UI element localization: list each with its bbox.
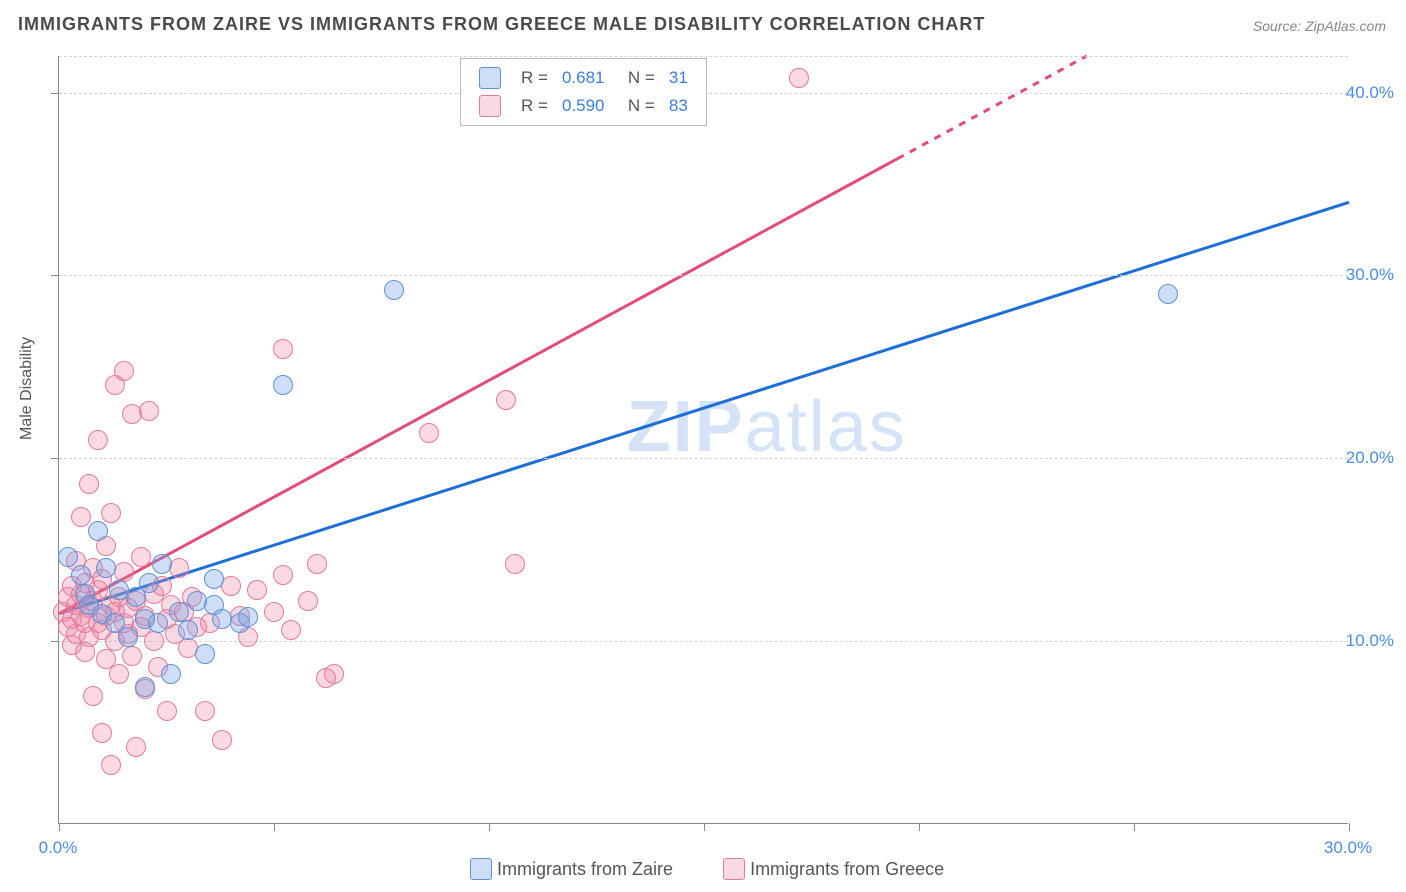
x-tick <box>1134 823 1135 831</box>
point-zaire <box>148 613 168 633</box>
point-greece <box>505 554 525 574</box>
point-zaire <box>204 569 224 589</box>
trendline-greece-extrap <box>898 56 1087 159</box>
series-legend-item: Immigrants from Zaire <box>470 858 673 878</box>
point-greece <box>139 401 159 421</box>
y-tick-label: 20.0% <box>1346 448 1394 468</box>
x-tick <box>59 823 60 831</box>
legend-swatch <box>479 95 501 117</box>
chart-plot-area: ZIPatlas <box>58 56 1348 824</box>
point-greece <box>273 565 293 585</box>
point-zaire <box>58 547 78 567</box>
point-greece <box>273 339 293 359</box>
point-zaire <box>273 375 293 395</box>
correlation-legend-table: R =0.681 N =31R =0.590 N =83 <box>471 63 696 121</box>
trend-lines-layer <box>59 56 1348 823</box>
point-greece <box>122 646 142 666</box>
point-zaire <box>195 644 215 664</box>
point-greece <box>101 503 121 523</box>
point-greece <box>247 580 267 600</box>
legend-swatch <box>479 67 501 89</box>
point-zaire <box>71 565 91 585</box>
point-greece <box>101 755 121 775</box>
point-greece <box>92 723 112 743</box>
point-zaire <box>1158 284 1178 304</box>
point-zaire <box>118 627 138 647</box>
point-zaire <box>88 521 108 541</box>
legend-n-label: N = <box>612 65 660 91</box>
x-tick <box>704 823 705 831</box>
point-zaire <box>161 664 181 684</box>
gridline-horizontal <box>59 275 1348 276</box>
point-greece <box>298 591 318 611</box>
legend-swatch <box>723 858 745 880</box>
point-greece <box>131 547 151 567</box>
x-tick <box>1349 823 1350 831</box>
y-tick-label: 10.0% <box>1346 631 1394 651</box>
point-greece <box>419 423 439 443</box>
source-attribution: Source: ZipAtlas.com <box>1253 18 1386 34</box>
point-greece <box>88 430 108 450</box>
point-greece <box>496 390 516 410</box>
x-tick <box>274 823 275 831</box>
point-greece <box>169 558 189 578</box>
y-tick <box>51 275 59 276</box>
x-tick <box>489 823 490 831</box>
point-zaire <box>96 558 116 578</box>
correlation-legend: R =0.681 N =31R =0.590 N =83 <box>460 58 707 126</box>
legend-row: R =0.590 N =83 <box>473 93 694 119</box>
point-zaire <box>139 573 159 593</box>
legend-r-label: R = <box>515 65 554 91</box>
y-tick <box>51 93 59 94</box>
series-legend: Immigrants from Zaire Immigrants from Gr… <box>470 858 994 880</box>
legend-n-label: N = <box>612 93 660 119</box>
gridline-horizontal <box>59 56 1348 57</box>
x-tick-label: 0.0% <box>39 838 78 858</box>
legend-r-value: 0.590 <box>556 93 611 119</box>
point-greece <box>221 576 241 596</box>
point-greece <box>157 701 177 721</box>
point-greece <box>324 664 344 684</box>
point-zaire <box>152 554 172 574</box>
point-greece <box>109 664 129 684</box>
point-greece <box>114 562 134 582</box>
point-greece <box>264 602 284 622</box>
y-tick-label: 40.0% <box>1346 83 1394 103</box>
series-legend-label: Immigrants from Zaire <box>497 859 673 879</box>
y-tick <box>51 641 59 642</box>
point-greece <box>71 507 91 527</box>
point-greece <box>281 620 301 640</box>
point-greece <box>789 68 809 88</box>
point-greece <box>195 701 215 721</box>
y-tick-label: 30.0% <box>1346 265 1394 285</box>
y-tick <box>51 458 59 459</box>
point-greece <box>212 730 232 750</box>
chart-title: IMMIGRANTS FROM ZAIRE VS IMMIGRANTS FROM… <box>18 14 985 35</box>
point-greece <box>79 474 99 494</box>
gridline-horizontal <box>59 458 1348 459</box>
point-greece <box>114 361 134 381</box>
point-zaire <box>169 602 189 622</box>
series-legend-item: Immigrants from Greece <box>723 858 944 878</box>
point-greece <box>307 554 327 574</box>
point-zaire <box>384 280 404 300</box>
legend-row: R =0.681 N =31 <box>473 65 694 91</box>
point-greece <box>126 737 146 757</box>
legend-r-value: 0.681 <box>556 65 611 91</box>
x-tick-label: 30.0% <box>1324 838 1372 858</box>
legend-r-label: R = <box>515 93 554 119</box>
legend-swatch <box>470 858 492 880</box>
legend-n-value: 31 <box>663 65 694 91</box>
point-zaire <box>238 607 258 627</box>
point-zaire <box>135 677 155 697</box>
point-greece <box>144 631 164 651</box>
point-greece <box>83 686 103 706</box>
y-axis-label: Male Disability <box>18 337 36 440</box>
series-legend-label: Immigrants from Greece <box>750 859 944 879</box>
point-zaire <box>178 620 198 640</box>
legend-n-value: 83 <box>663 93 694 119</box>
x-tick <box>919 823 920 831</box>
